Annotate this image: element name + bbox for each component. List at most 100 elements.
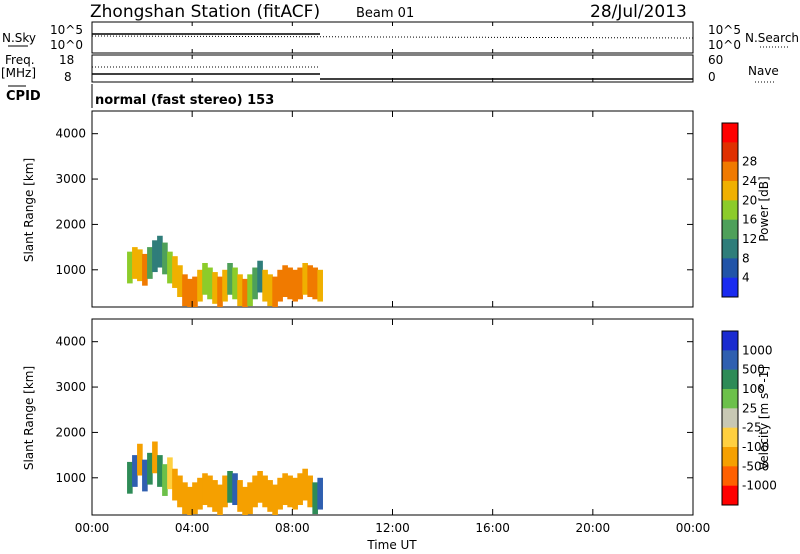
nsearch-tick-high: 10^5 [708, 23, 741, 37]
power-cell-7 [162, 242, 168, 275]
power-cell-19 [222, 269, 228, 302]
velocity-colorbar-segment-3 [722, 389, 738, 409]
velocity-cell-36 [307, 475, 313, 508]
power-cell-4 [147, 247, 153, 279]
velocity-ytick-label-3: 4000 [55, 335, 86, 349]
velocity-colorbar-frame [721, 330, 739, 506]
velocity-cell-24 [247, 482, 253, 515]
velocity-cell-6 [157, 455, 163, 487]
power-cell-0 [127, 251, 133, 284]
power-colorbar-segment-6 [722, 239, 738, 259]
velocity-cell-38 [317, 477, 323, 510]
velocity-cell-7 [162, 464, 168, 496]
power-colorbar-label: Power [dB] [757, 176, 771, 241]
power-colorbar-segment-5 [722, 219, 738, 240]
velocity-colorbar-tick-5: -100 [742, 440, 769, 454]
velocity-colorbar-tick-1: 500 [742, 363, 765, 377]
power-colorbar-tick-2: 12 [742, 232, 757, 246]
power-cell-14 [197, 269, 203, 302]
power-cell-8 [167, 251, 173, 284]
velocity-cell-12 [187, 486, 193, 515]
velocity-cell-5 [152, 441, 158, 474]
power-cell-28 [267, 274, 273, 307]
station-title: Zhongshan Station (fitACF) [90, 2, 320, 22]
power-cell-24 [247, 274, 253, 307]
x-tick-label-1: 04:00 [175, 521, 210, 535]
velocity-cell-31 [282, 473, 288, 506]
velocity-colorbar-tick-2: 100 [742, 382, 765, 396]
velocity-cell-17 [212, 480, 218, 512]
power-colorbar-segment-8 [722, 277, 738, 298]
power-colorbar-segment-1 [722, 142, 738, 162]
power-cell-6 [157, 235, 163, 268]
velocity-colorbar-tick-7: -1000 [742, 479, 777, 493]
freq-panel-frame [91, 54, 694, 83]
velocity-cell-1 [132, 455, 138, 487]
velocity-cell-21 [232, 473, 238, 506]
power-colorbar-tick-0: 4 [742, 271, 750, 285]
velocity-colorbar-tick-4: -25 [742, 421, 762, 435]
velocity-cell-4 [147, 452, 153, 485]
velocity-colorbar: 1000 500 100 25 -25 -100 -500 -1000 [721, 330, 777, 506]
velocity-colorbar-tick-0: 1000 [742, 343, 773, 357]
velocity-cell-14 [197, 477, 203, 510]
velocity-cell-13 [192, 482, 198, 515]
power-cell-29 [272, 276, 278, 307]
power-cell-5 [152, 240, 158, 273]
power-colorbar-segment-7 [722, 258, 738, 278]
power-cell-35 [302, 262, 308, 295]
velocity-cell-23 [242, 486, 248, 515]
power-colorbar-segment-2 [722, 161, 738, 182]
power-cell-27 [262, 269, 268, 302]
velocity-ytick-label-0: 1000 [55, 471, 86, 485]
beam-label: Beam 01 [356, 6, 414, 21]
velocity-cell-15 [202, 473, 208, 506]
freq-label-line1: Freq. [5, 53, 35, 67]
power-colorbar-tick-5: 24 [742, 174, 757, 188]
nave-label: Nave [748, 64, 779, 78]
velocity-ytick-label-2: 3000 [55, 380, 86, 394]
power-cell-18 [217, 276, 223, 307]
power-colorbar: 4 8 12 16 20 24 28 [721, 122, 757, 298]
power-ytick-label-2: 3000 [55, 172, 86, 186]
x-tick-label-3: 12:00 [375, 521, 410, 535]
power-cells [127, 235, 323, 307]
velocity-panel: 1000 2000 3000 4000 Slant Range [km] [22, 318, 694, 516]
nsky-label: N.Sky [2, 31, 36, 45]
velocity-cell-3 [142, 459, 148, 492]
power-colorbar-tick-4: 20 [742, 193, 757, 207]
velocity-cell-30 [277, 477, 283, 510]
velocity-colorbar-segment-5 [722, 427, 738, 448]
velocity-cell-28 [267, 480, 273, 512]
velocity-cell-22 [237, 480, 243, 512]
velocity-cell-19 [222, 475, 228, 508]
freq-tick-high: 18 [59, 53, 74, 67]
power-colorbar-frame [721, 122, 739, 298]
power-y-ticks: 1000 2000 3000 4000 [55, 127, 693, 277]
velocity-colorbar-tick-3: 25 [742, 401, 757, 415]
velocity-cell-25 [252, 475, 258, 508]
power-ytick-label-3: 4000 [55, 127, 86, 141]
power-cell-23 [242, 278, 248, 307]
velocity-colorbar-segment-2 [722, 369, 738, 390]
power-cell-17 [212, 272, 218, 304]
velocity-cell-11 [182, 482, 188, 515]
velocity-cell-18 [217, 484, 223, 515]
velocity-cell-20 [227, 470, 233, 503]
power-cell-30 [277, 269, 283, 302]
power-cell-33 [292, 269, 298, 302]
power-cell-37 [312, 267, 318, 300]
velocity-colorbar-segment-4 [722, 408, 738, 428]
power-cell-12 [187, 278, 193, 307]
velocity-colorbar-segment-6 [722, 447, 738, 467]
power-colorbar-tick-3: 16 [742, 213, 757, 227]
velocity-colorbar-segment-0 [722, 331, 738, 351]
power-ylabel: Slant Range [km] [22, 158, 36, 262]
power-panel: 1000 2000 3000 4000 Slant Range [km] [22, 110, 694, 308]
velocity-cell-34 [297, 473, 303, 506]
power-cell-16 [207, 267, 213, 300]
power-cell-10 [177, 265, 183, 298]
power-cell-36 [307, 265, 313, 298]
power-colorbar-segment-3 [722, 181, 738, 201]
